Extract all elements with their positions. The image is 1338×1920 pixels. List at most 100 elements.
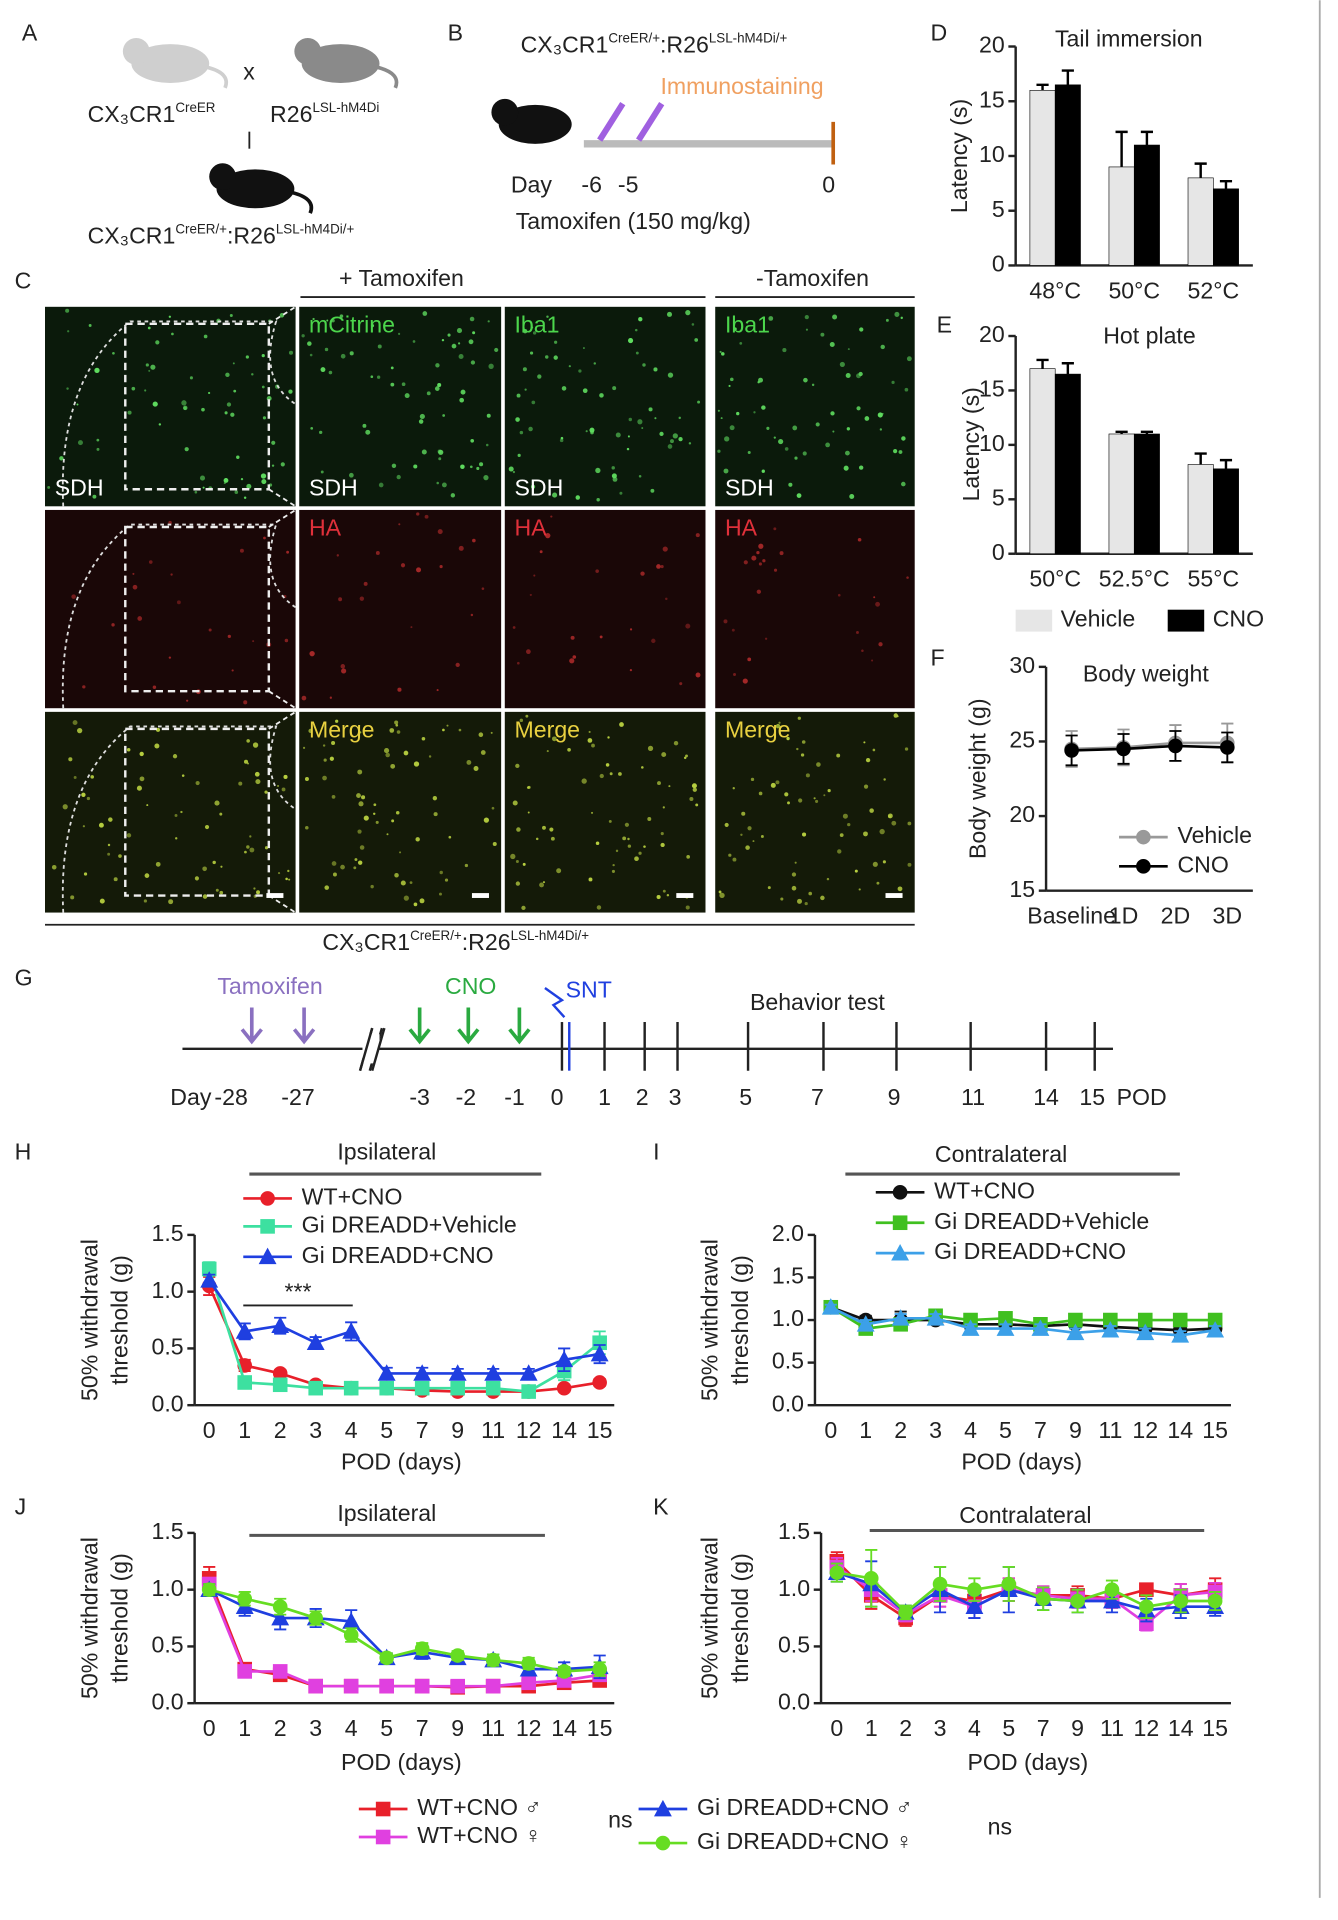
data-point: [1171, 1326, 1190, 1343]
y-tick-label: 15: [979, 376, 1005, 402]
speckle: [638, 317, 643, 322]
speckle: [801, 740, 806, 744]
speckle: [582, 388, 588, 394]
speckle: [448, 835, 452, 839]
speckle: [312, 317, 315, 321]
region-label: SDH: [55, 474, 104, 500]
speckle: [515, 417, 520, 422]
data-point: [965, 1597, 984, 1615]
data-point: [342, 1322, 361, 1339]
speckle: [719, 892, 725, 899]
speckle: [611, 466, 615, 470]
speckle: [595, 569, 599, 573]
allele: CreER: [175, 100, 215, 115]
legend-marker: [260, 1191, 275, 1206]
speckle: [519, 430, 524, 435]
speckle: [546, 750, 549, 753]
error-bar: [1219, 179, 1233, 189]
speckle: [609, 772, 613, 776]
speckle: [694, 338, 699, 342]
speckle: [419, 413, 425, 420]
data-point: [926, 1309, 945, 1326]
speckle: [243, 496, 247, 499]
speckle: [648, 407, 653, 412]
x-tick-label: 7: [416, 1417, 429, 1443]
axis-gap: [362, 1034, 380, 1064]
speckle: [436, 689, 439, 692]
data-point: [272, 1377, 288, 1393]
speckle: [470, 360, 476, 365]
speckle: [324, 347, 329, 352]
speckle: [82, 825, 86, 828]
y-tick-label: 0: [992, 251, 1005, 277]
speckle: [747, 450, 751, 454]
error-bar: [1194, 162, 1207, 178]
data-point: [450, 1648, 465, 1663]
speckle: [525, 714, 529, 718]
gene: CX₃CR1: [521, 32, 609, 58]
speckle: [442, 414, 446, 417]
speckle: [901, 481, 906, 487]
speckle: [331, 861, 337, 866]
speckle: [723, 619, 728, 624]
speckle: [180, 810, 183, 814]
speckle: [181, 774, 185, 777]
y-tick-label: 0.0: [152, 1390, 184, 1416]
speckle: [519, 718, 524, 723]
speckle: [732, 787, 735, 790]
speckle: [428, 755, 432, 758]
bar: [1108, 433, 1135, 555]
data-point: [308, 1610, 323, 1626]
speckle: [94, 367, 100, 374]
speckle: [532, 331, 537, 335]
speckle: [551, 736, 557, 742]
speckle: [400, 563, 406, 568]
speckle: [307, 341, 312, 346]
speckle: [108, 817, 113, 822]
y-tick-label: 0.5: [772, 1348, 804, 1374]
x-tick-label: 9: [451, 1417, 464, 1443]
speckle: [797, 716, 801, 720]
speckle: [650, 488, 655, 493]
speckle: [849, 493, 855, 499]
speckle: [786, 736, 790, 741]
speckle: [413, 464, 418, 469]
speckle: [585, 430, 588, 433]
speckle: [873, 596, 876, 599]
speckle: [421, 449, 427, 455]
x-tick-label: 4: [968, 1715, 981, 1741]
speckle: [695, 672, 701, 678]
speckle: [88, 324, 92, 327]
data-point: [556, 1380, 572, 1396]
speckle: [879, 428, 883, 431]
speckle: [285, 877, 288, 881]
speckle: [340, 864, 345, 870]
allele: LSL-hM4Di/+: [709, 31, 788, 46]
y-axis-label: Latency (s): [946, 99, 972, 213]
speckle: [73, 775, 77, 779]
speckle: [842, 813, 848, 819]
speckle: [262, 416, 267, 420]
genotype: R26LSL-hM4Di: [270, 100, 379, 127]
speckle: [753, 411, 756, 414]
speckle: [527, 785, 531, 789]
data-point: [343, 1627, 359, 1643]
speckle: [247, 762, 249, 765]
speckle: [329, 696, 332, 699]
speckle: [641, 427, 644, 430]
speckle: [277, 872, 281, 875]
speckle: [126, 747, 131, 752]
speckle: [529, 351, 534, 355]
speckle: [319, 430, 323, 435]
x-tick-label: 11: [481, 1715, 505, 1741]
speckle: [691, 783, 697, 789]
speckle: [678, 416, 681, 420]
speckle: [685, 754, 688, 758]
speckle: [378, 482, 384, 488]
speckle: [175, 837, 178, 840]
y-tick-label: 1.5: [152, 1518, 184, 1544]
gene: R26: [270, 101, 312, 127]
data-point: [1066, 1323, 1085, 1341]
speckle: [202, 866, 207, 872]
speckle: [527, 811, 530, 814]
